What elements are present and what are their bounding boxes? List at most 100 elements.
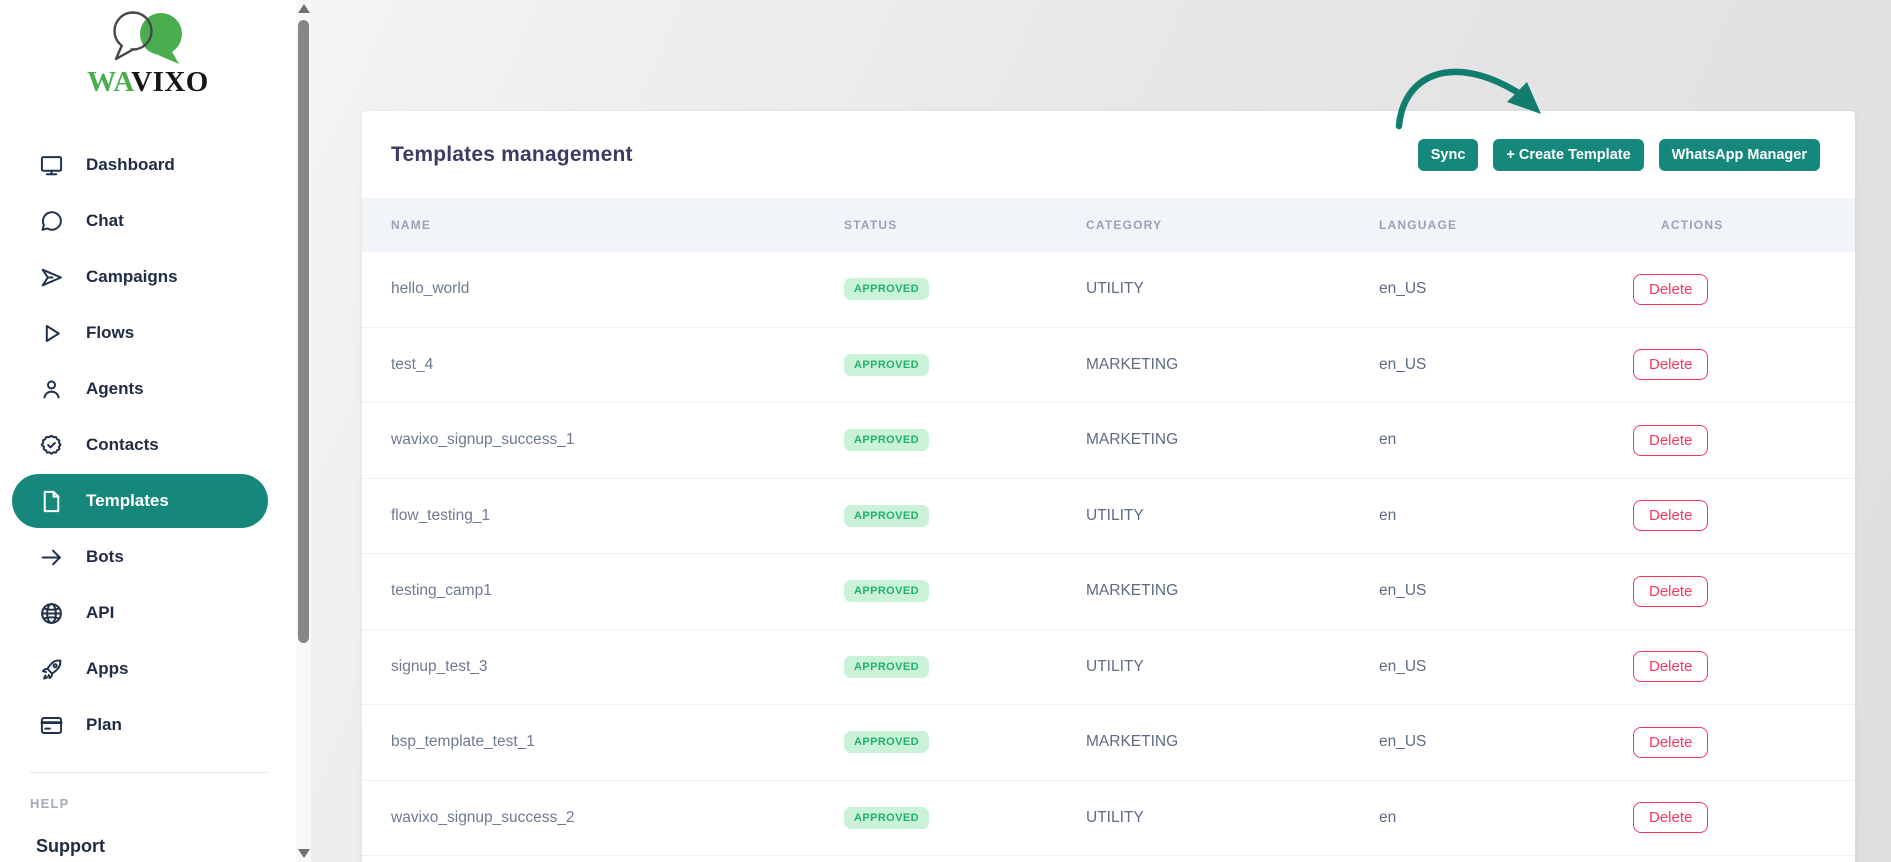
template-name: wavixo_signup_success_2 [391,808,575,826]
sidebar-item-label: Agents [86,379,144,398]
template-language: en [1379,808,1397,826]
column-header-status: STATUS [844,218,898,232]
sidebar-item-contacts[interactable]: Contacts [0,417,296,473]
sidebar-item-label: Flows [86,323,135,342]
play-icon [38,320,64,346]
template-language: en_US [1379,280,1427,298]
template-category: UTILITY [1086,506,1144,524]
status-badge: APPROVED [844,731,929,754]
sidebar-item-templates[interactable]: Templates [12,474,268,528]
scrollbar-thumb[interactable] [298,20,309,643]
sidebar-item-label: Chat [86,211,124,230]
main-content: Templates management Sync + Create Templ… [311,0,1891,862]
column-header-language: LANGUAGE [1379,218,1458,232]
delete-button[interactable]: Delete [1633,424,1709,456]
table-row: signup_test_3 APPROVED UTILITY en_US Del… [362,630,1855,705]
sidebar-item-label: Dashboard [86,155,175,174]
template-category: UTILITY [1086,657,1144,675]
page-title: Templates management [391,142,633,166]
table-body: hello_world APPROVED UTILITY en_US Delet… [362,252,1855,856]
globe-icon [38,600,64,626]
template-category: UTILITY [1086,808,1144,826]
table-row: hello_world APPROVED UTILITY en_US Delet… [362,252,1855,328]
sidebar-divider [30,772,268,773]
sidebar-item-label: Apps [86,659,129,678]
send-icon [38,264,64,290]
credit-card-icon [38,712,64,738]
template-name: testing_camp1 [391,582,492,600]
sidebar-item-flows[interactable]: Flows [0,305,296,361]
status-badge: APPROVED [844,655,929,678]
table-row: test_4 APPROVED MARKETING en_US Delete [362,328,1855,403]
template-category: MARKETING [1086,355,1179,373]
sidebar-item-campaigns[interactable]: Campaigns [0,249,296,305]
delete-button[interactable]: Delete [1633,575,1709,607]
table-row: testing_camp1 APPROVED MARKETING en_US D… [362,554,1855,630]
sidebar-item-label: Campaigns [86,267,178,286]
column-header-name: NAME [391,218,432,232]
monitor-icon [38,152,64,178]
sidebar-item-chat[interactable]: Chat [0,193,296,249]
sidebar-item-dashboard[interactable]: Dashboard [0,137,296,193]
template-language: en_US [1379,733,1427,751]
template-name: signup_test_3 [391,657,488,675]
arrow-right-icon [38,544,64,570]
template-language: en_US [1379,657,1427,675]
sidebar-item-bots[interactable]: Bots [0,529,296,585]
template-category: MARKETING [1086,431,1179,449]
sidebar-item-label: Plan [86,715,122,734]
table-header-row: NAME STATUS CATEGORY LANGUAGE ACTIONS [362,198,1855,252]
status-badge: APPROVED [844,504,929,527]
vertical-scrollbar[interactable] [296,0,311,862]
whatsapp-manager-button[interactable]: WhatsApp Manager [1658,138,1820,171]
template-language: en_US [1379,582,1427,600]
sidebar-item-plan[interactable]: Plan [0,697,296,753]
template-language: en [1379,431,1397,449]
delete-button[interactable]: Delete [1633,500,1709,532]
scrollbar-up-arrow-icon[interactable] [298,4,310,13]
delete-button[interactable]: Delete [1633,651,1709,683]
status-badge: APPROVED [844,580,929,603]
rocket-icon [38,656,64,682]
scrollbar-down-arrow-icon[interactable] [298,849,310,858]
file-icon [38,488,64,514]
sidebar-item-label: Templates [86,491,169,510]
sidebar-item-label: API [86,603,115,622]
brand-logo: WAVIXO [72,10,224,99]
brand-name: WAVIXO [87,66,209,98]
chat-icon [38,208,64,234]
table-row: flow_testing_1 APPROVED UTILITY en Delet… [362,479,1855,554]
sidebar-nav: Dashboard Chat Campaigns Flows Agents Co… [0,137,296,753]
brand-logo-icon [113,11,182,64]
status-badge: APPROVED [844,353,929,376]
sidebar-item-apps[interactable]: Apps [0,641,296,697]
template-name: hello_world [391,280,470,298]
create-template-button[interactable]: + Create Template [1493,138,1644,171]
status-badge: APPROVED [844,806,929,829]
status-badge: APPROVED [844,278,929,301]
card-header: Templates management Sync + Create Templ… [362,111,1855,198]
sidebar-item-agents[interactable]: Agents [0,361,296,417]
sync-button[interactable]: Sync [1417,138,1479,171]
status-badge: APPROVED [844,429,929,452]
sidebar-item-support[interactable]: Support [36,836,105,856]
sidebar-item-label: Contacts [86,435,159,454]
template-language: en_US [1379,355,1427,373]
column-header-actions: ACTIONS [1661,218,1724,232]
header-buttons: Sync + Create Template WhatsApp Manager [1417,138,1820,171]
help-section-label: HELP [30,796,70,811]
sidebar: WAVIXO Dashboard Chat Campaigns Flows Ag… [0,0,296,862]
delete-button[interactable]: Delete [1633,273,1709,305]
delete-button[interactable]: Delete [1633,802,1709,834]
template-category: MARKETING [1086,582,1179,600]
table-row: wavixo_signup_success_2 APPROVED UTILITY… [362,781,1855,856]
sidebar-item-api[interactable]: API [0,585,296,641]
delete-button[interactable]: Delete [1633,349,1709,381]
template-category: UTILITY [1086,280,1144,298]
template-name: flow_testing_1 [391,506,491,524]
template-language: en [1379,506,1397,524]
delete-button[interactable]: Delete [1633,726,1709,758]
templates-card: Templates management Sync + Create Templ… [362,111,1855,862]
template-name: test_4 [391,355,434,373]
